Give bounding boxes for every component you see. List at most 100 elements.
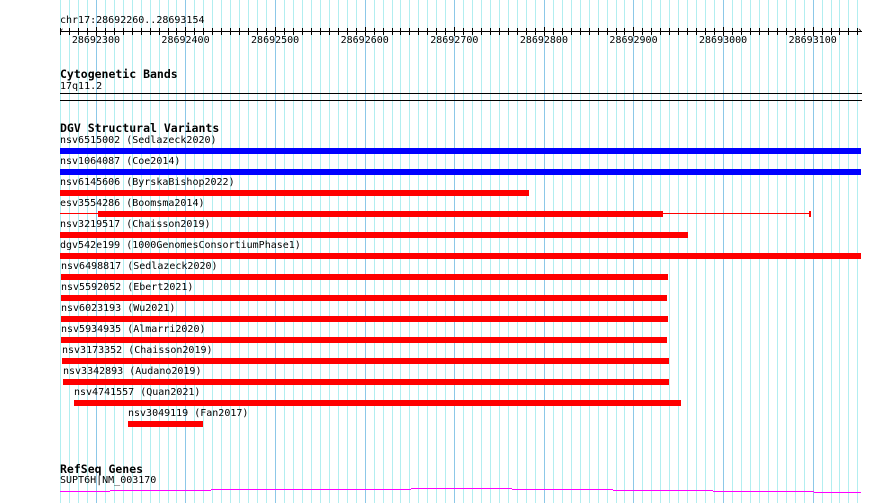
feature-bar[interactable] <box>60 232 689 238</box>
ruler-tick <box>499 28 500 35</box>
feature-bar[interactable] <box>60 337 667 343</box>
grid-line-minor <box>150 0 151 503</box>
feature-bar[interactable] <box>60 253 861 259</box>
feature-bar[interactable] <box>60 274 669 280</box>
grid-line-minor <box>427 0 428 503</box>
track-title-dgv[interactable]: DGV Structural Variants <box>60 121 220 135</box>
grid-line-minor <box>839 0 840 503</box>
cytoband-line-top <box>60 93 862 94</box>
ruler-tick-label: 28692800 <box>519 35 568 46</box>
feature-label[interactable]: nsv5934935 (Almarri2020) <box>61 324 206 335</box>
ruler-tick <box>589 28 590 35</box>
gene-segment[interactable] <box>60 491 110 492</box>
ruler-tick-label: 28692600 <box>340 35 389 46</box>
grid-line-minor <box>78 0 79 503</box>
gene-segment[interactable] <box>613 490 713 491</box>
grid-line-minor <box>392 0 393 503</box>
grid-line-major <box>633 0 634 503</box>
ruler-tick <box>678 28 679 35</box>
grid-line-minor <box>589 0 590 503</box>
ruler-tick-label: 28692400 <box>161 35 210 46</box>
feature-bar[interactable] <box>61 358 670 364</box>
ruler-tick <box>642 28 643 35</box>
feature-label[interactable]: nsv6023193 (Wu2021) <box>61 303 176 314</box>
ruler-tick <box>750 28 751 35</box>
ruler-tick <box>624 28 625 35</box>
ruler-tick <box>481 28 482 35</box>
feature-label[interactable]: nsv4741557 (Quan2021) <box>74 387 201 398</box>
grid-line-major <box>275 0 276 503</box>
grid-line-minor <box>642 0 643 503</box>
grid-line-minor <box>669 0 670 503</box>
grid-line-minor <box>418 0 419 503</box>
feature-bar[interactable] <box>62 379 670 385</box>
feature-bar[interactable] <box>60 148 861 154</box>
ruler-tick <box>78 28 79 35</box>
grid-line-minor <box>857 0 858 503</box>
ruler-tick <box>105 28 106 35</box>
ruler-tick-label: 28693000 <box>699 35 748 46</box>
ruler-tick <box>562 28 563 35</box>
ruler-tick <box>293 28 294 35</box>
grid-line-major <box>185 0 186 503</box>
feature-label[interactable]: nsv3219517 (Chaisson2019) <box>60 219 211 230</box>
feature-bar[interactable] <box>60 169 861 175</box>
grid-line-minor <box>822 0 823 503</box>
grid-line-minor <box>320 0 321 503</box>
grid-line-minor <box>562 0 563 503</box>
ruler-tick <box>517 28 518 35</box>
ruler-tick <box>786 28 787 35</box>
ruler-tick <box>60 28 61 35</box>
ruler-tick <box>616 28 617 35</box>
scroll-left-arrow-icon[interactable]: ‹ <box>59 26 65 36</box>
gene-segment[interactable] <box>411 488 512 489</box>
gene-segment[interactable] <box>713 491 814 492</box>
grid-line-major <box>365 0 366 503</box>
feature-bar[interactable] <box>60 316 669 322</box>
gene-segment[interactable] <box>512 489 613 490</box>
scroll-right-arrow-icon[interactable]: › <box>857 26 863 36</box>
gene-label[interactable]: SUPT6H|NM_003170 <box>60 475 157 486</box>
feature-bar[interactable] <box>60 295 667 301</box>
ruler-tick <box>660 28 661 35</box>
ruler-tick <box>804 28 805 35</box>
ruler-tick-label: 28692900 <box>609 35 658 46</box>
gene-segment[interactable] <box>814 492 861 493</box>
feature-label[interactable]: nsv3173352 (Chaisson2019) <box>62 345 213 356</box>
track-title-cytogenetic-bands[interactable]: Cytogenetic Bands <box>60 67 178 81</box>
feature-label[interactable]: nsv6498817 (Sedlazeck2020) <box>61 261 218 272</box>
feature-label[interactable]: nsv3342893 (Audano2019) <box>63 366 202 377</box>
ruler-tick <box>598 28 599 35</box>
feature-label[interactable]: dgv542e199 (1000GenomesConsortiumPhase1) <box>60 240 301 251</box>
track-title-refseq[interactable]: RefSeq Genes <box>60 462 144 476</box>
feature-bar[interactable] <box>128 421 204 427</box>
ruler-tick <box>553 28 554 35</box>
feature-label[interactable]: nsv5592052 (Ebert2021) <box>61 282 194 293</box>
ruler-tick <box>400 28 401 35</box>
ruler-tick <box>526 28 527 35</box>
feature-label[interactable]: nsv3049119 (Fan2017) <box>128 408 249 419</box>
grid-line-minor <box>221 0 222 503</box>
feature-bar[interactable] <box>74 400 681 406</box>
grid-line-minor <box>356 0 357 503</box>
grid-line-major <box>454 0 455 503</box>
feature-bar[interactable] <box>97 211 663 217</box>
grid-line-minor <box>526 0 527 503</box>
feature-bar[interactable] <box>60 190 529 196</box>
grid-line-minor <box>678 0 679 503</box>
feature-label[interactable]: nsv6515002 (Sedlazeck2020) <box>60 135 217 146</box>
ruler-tick <box>454 27 455 36</box>
ruler-tick <box>544 27 545 36</box>
feature-label[interactable]: esv3554286 (Boomsma2014) <box>60 198 205 209</box>
gene-segment[interactable] <box>311 489 411 490</box>
gene-segment[interactable] <box>211 489 311 490</box>
grid-line-minor <box>302 0 303 503</box>
grid-line-minor <box>463 0 464 503</box>
grid-line-minor <box>696 0 697 503</box>
gene-segment[interactable] <box>110 490 211 491</box>
feature-label[interactable]: nsv1064087 (Coe2014) <box>60 156 181 167</box>
ruler-tick <box>490 28 491 35</box>
grid-line-minor <box>203 0 204 503</box>
ruler-tick-label: 28693100 <box>788 35 837 46</box>
feature-label[interactable]: nsv6145606 (ByrskaBishop2022) <box>60 177 235 188</box>
